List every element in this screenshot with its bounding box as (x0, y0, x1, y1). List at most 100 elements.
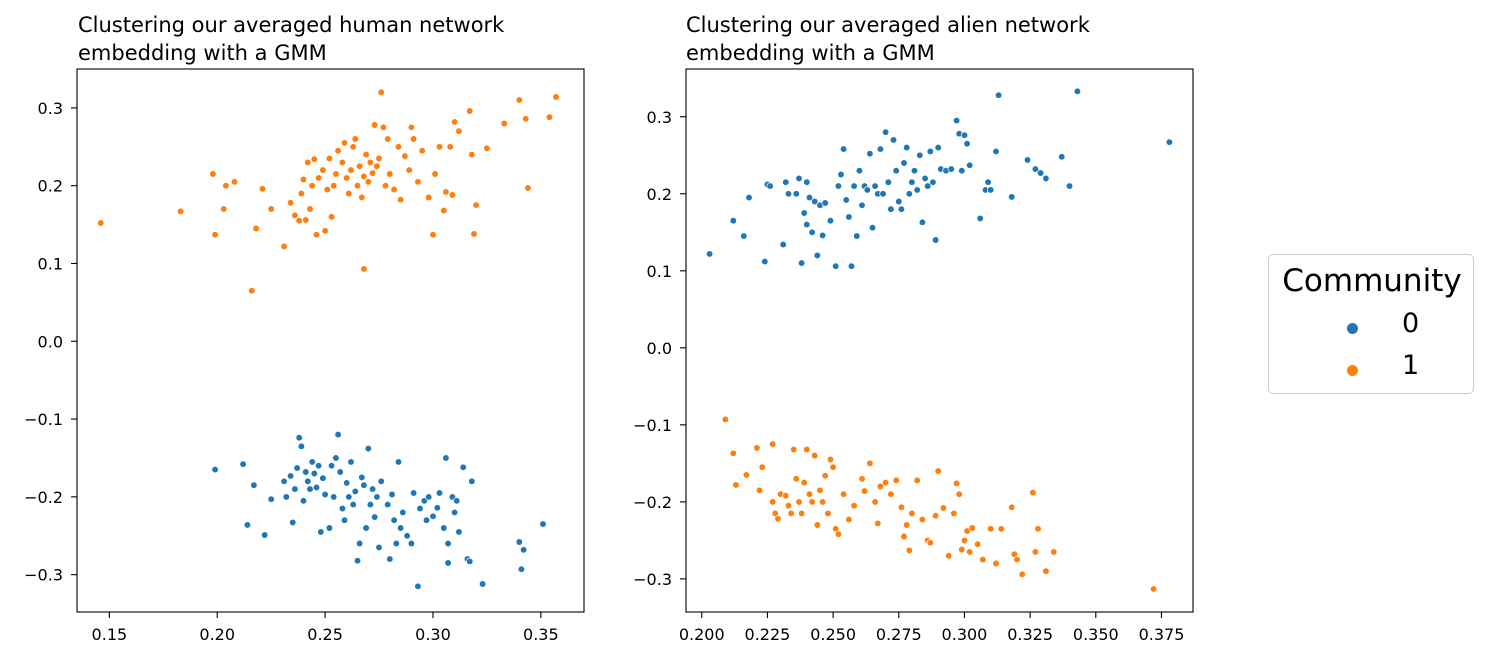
data-point-community-1 (790, 445, 798, 454)
data-point-community-0 (826, 217, 835, 225)
data-point-community-0 (455, 528, 463, 536)
data-point-community-0 (1036, 169, 1045, 177)
data-point-community-1 (987, 525, 995, 533)
data-point-community-1 (926, 539, 934, 547)
data-point-community-0 (409, 489, 418, 497)
data-point-community-0 (355, 539, 364, 548)
data-point-community-1 (866, 459, 874, 467)
x-tick-label: 0.275 (876, 625, 922, 644)
data-point-community-0 (211, 465, 219, 474)
data-point-community-1 (803, 445, 811, 454)
data-point-community-1 (1149, 585, 1158, 593)
data-point-community-1 (373, 162, 381, 170)
data-point-community-1 (446, 143, 454, 151)
data-point-community-1 (222, 182, 230, 190)
data-point-community-1 (483, 144, 491, 152)
data-point-community-0 (347, 458, 355, 466)
data-point-community-0 (984, 178, 992, 186)
data-point-community-0 (317, 528, 325, 536)
data-point-community-1 (753, 444, 761, 452)
data-point-community-1 (267, 205, 275, 213)
data-point-community-0 (440, 524, 448, 532)
data-point-community-1 (351, 135, 359, 143)
data-point-community-1 (349, 143, 357, 151)
chart-title-line2: embedding with a GMM (686, 41, 935, 65)
data-point-community-1 (297, 189, 306, 198)
data-point-community-0 (340, 516, 349, 524)
data-point-community-0 (444, 559, 452, 567)
data-point-community-1 (409, 135, 418, 143)
data-point-community-0 (868, 224, 877, 232)
data-point-community-1 (876, 482, 885, 491)
data-point-community-0 (811, 197, 819, 206)
data-point-community-0 (468, 477, 476, 485)
data-point-community-1 (1008, 503, 1016, 511)
data-point-community-1 (782, 492, 790, 500)
data-point-community-0 (310, 469, 318, 478)
data-point-community-0 (947, 165, 955, 173)
data-point-community-1 (979, 555, 987, 564)
data-point-community-1 (821, 472, 829, 480)
data-point-community-0 (325, 524, 334, 532)
data-point-community-0 (966, 161, 974, 169)
data-point-community-0 (792, 190, 800, 198)
scatter-points (97, 88, 560, 590)
y-tick-label: −0.1 (633, 416, 672, 435)
x-tick-label: 0.375 (1139, 625, 1185, 644)
data-point-community-1 (905, 546, 913, 555)
data-point-community-1 (874, 519, 882, 528)
x-tick-label: 0.20 (199, 625, 235, 644)
x-tick-label: 0.25 (307, 625, 343, 644)
data-point-community-1 (362, 150, 370, 159)
data-point-community-1 (1029, 488, 1037, 497)
data-point-community-0 (889, 136, 898, 144)
data-point-community-1 (769, 440, 777, 448)
data-point-community-0 (392, 539, 400, 548)
data-point-community-0 (362, 524, 370, 532)
data-point-community-0 (429, 512, 437, 520)
data-point-community-0 (351, 487, 359, 496)
data-point-community-0 (291, 485, 299, 493)
legend-item-community-1: 1 (1269, 349, 1475, 389)
data-point-community-0 (903, 143, 911, 152)
data-point-community-0 (892, 167, 900, 175)
x-tick-label: 0.300 (942, 625, 988, 644)
data-point-community-1 (368, 169, 377, 177)
data-point-community-1 (813, 521, 821, 529)
data-point-community-0 (239, 460, 247, 468)
data-point-community-0 (1073, 87, 1082, 95)
data-point-community-0 (384, 500, 392, 509)
data-point-community-0 (745, 193, 753, 202)
data-point-community-1 (327, 213, 336, 221)
data-point-community-0 (900, 159, 908, 167)
data-point-community-0 (879, 190, 887, 198)
data-point-community-1 (291, 211, 299, 219)
data-point-community-0 (842, 196, 850, 204)
y-tick-label: 0.0 (38, 332, 63, 351)
data-point-community-1 (390, 185, 398, 194)
x-tick-label: 0.35 (523, 625, 559, 644)
data-point-community-1 (314, 174, 323, 182)
data-point-community-0 (800, 209, 808, 217)
data-point-community-0 (871, 182, 879, 190)
data-point-community-1 (834, 530, 843, 538)
data-point-community-0 (453, 497, 461, 505)
data-point-community-0 (876, 145, 885, 153)
y-tick-label: 0.0 (647, 339, 672, 358)
data-point-community-1 (258, 185, 267, 193)
data-point-community-1 (338, 158, 347, 167)
y-tick-label: −0.3 (633, 570, 672, 589)
data-point-community-0 (302, 468, 310, 476)
data-point-community-1 (466, 107, 474, 115)
data-point-community-0 (386, 555, 394, 563)
data-point-community-1 (795, 498, 803, 506)
data-point-community-0 (908, 178, 916, 186)
data-point-community-1 (900, 532, 908, 541)
data-point-community-0 (863, 186, 871, 194)
data-point-community-0 (782, 178, 790, 186)
data-point-community-0 (425, 493, 433, 501)
data-point-community-1 (220, 205, 228, 213)
data-point-community-0 (1031, 165, 1040, 173)
data-point-community-1 (939, 504, 948, 512)
legend: Community 0 1 (1268, 254, 1474, 394)
